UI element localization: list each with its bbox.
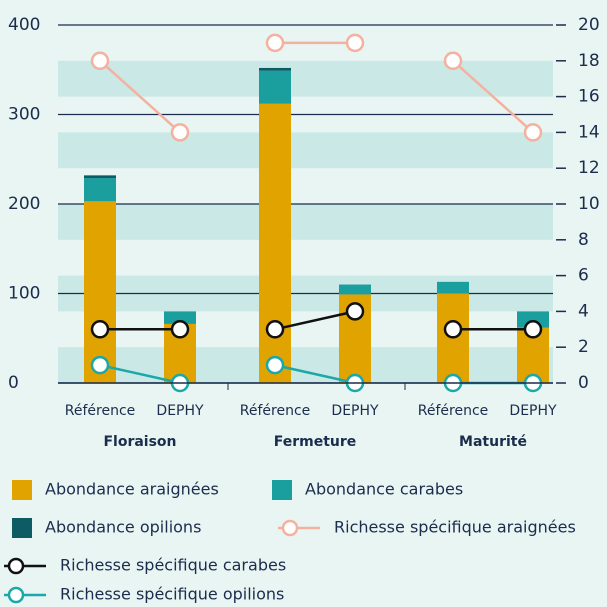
line [99, 59, 181, 134]
bar-segment [259, 70, 291, 104]
legend-label: Richesse spécifique opilions [60, 585, 284, 604]
y2-tick-label: 18 [578, 51, 600, 71]
bar-segment [84, 175, 116, 179]
bar-segment [84, 178, 116, 202]
legend-swatch [12, 480, 32, 500]
x-tick-label: DEPHY [156, 403, 204, 419]
line-marker [443, 320, 463, 339]
line-marker [90, 51, 110, 71]
line-marker [170, 320, 190, 339]
legend-label: Abondance carabes [305, 480, 463, 499]
line [452, 59, 534, 134]
line-marker [523, 123, 543, 142]
line-marker [170, 123, 190, 142]
y-tick-label: 200 [8, 194, 40, 214]
grid-band [58, 204, 553, 240]
legend-marker [281, 519, 299, 537]
bar-segment [517, 311, 549, 328]
bar-segment [164, 311, 196, 324]
grid-band [58, 347, 553, 383]
bar-segment [84, 201, 116, 383]
line-marker [345, 33, 365, 53]
grid-band [58, 132, 553, 169]
bar-segment [259, 103, 291, 383]
group-label: Fermeture [274, 434, 357, 450]
line-marker [523, 320, 543, 339]
bar-segment [437, 281, 469, 294]
y-tick-label: 0 [8, 373, 19, 393]
legend-label: Abondance opilions [45, 518, 201, 537]
line-marker [90, 355, 110, 375]
legend-label: Richesse spécifique araignées [334, 518, 576, 537]
y2-tick-label: 20 [578, 15, 600, 35]
y-tick-label: 400 [8, 15, 40, 35]
bar-segment [339, 284, 371, 295]
line [274, 310, 356, 331]
x-tick-label: Référence [418, 403, 489, 419]
x-tick-label: DEPHY [509, 403, 557, 419]
line-marker [345, 302, 365, 321]
legend-swatch [272, 480, 292, 500]
y2-tick-label: 6 [578, 266, 589, 286]
line [99, 363, 181, 385]
y2-tick-label: 10 [578, 194, 600, 214]
bar-segment [259, 67, 291, 71]
x-tick-label: Référence [240, 403, 311, 419]
group-label: Maturité [459, 434, 527, 450]
y-tick-label: 300 [8, 105, 40, 125]
x-tick-label: Référence [65, 403, 136, 419]
y2-tick-label: 4 [578, 301, 589, 321]
line-marker [443, 51, 463, 71]
y2-tick-label: 2 [578, 337, 589, 357]
group-label: Floraison [103, 434, 176, 450]
legend-label: Richesse spécifique carabes [60, 556, 286, 575]
legend-marker [7, 586, 25, 604]
y-tick-label: 100 [8, 284, 40, 304]
line-marker [90, 320, 110, 339]
line-marker [265, 320, 285, 339]
legend-marker [7, 557, 25, 575]
legend-label: Abondance araignées [45, 480, 219, 499]
x-tick-label: DEPHY [331, 403, 379, 419]
y2-tick-label: 14 [578, 122, 600, 142]
y2-tick-label: 8 [578, 230, 589, 250]
line [274, 363, 356, 385]
y2-tick-label: 12 [578, 158, 600, 178]
y2-tick-label: 16 [578, 87, 600, 107]
line-marker [265, 33, 285, 53]
legend-swatch [12, 518, 32, 538]
y2-tick-label: 0 [578, 373, 589, 393]
grid-band [58, 60, 553, 97]
line-marker [265, 355, 285, 375]
